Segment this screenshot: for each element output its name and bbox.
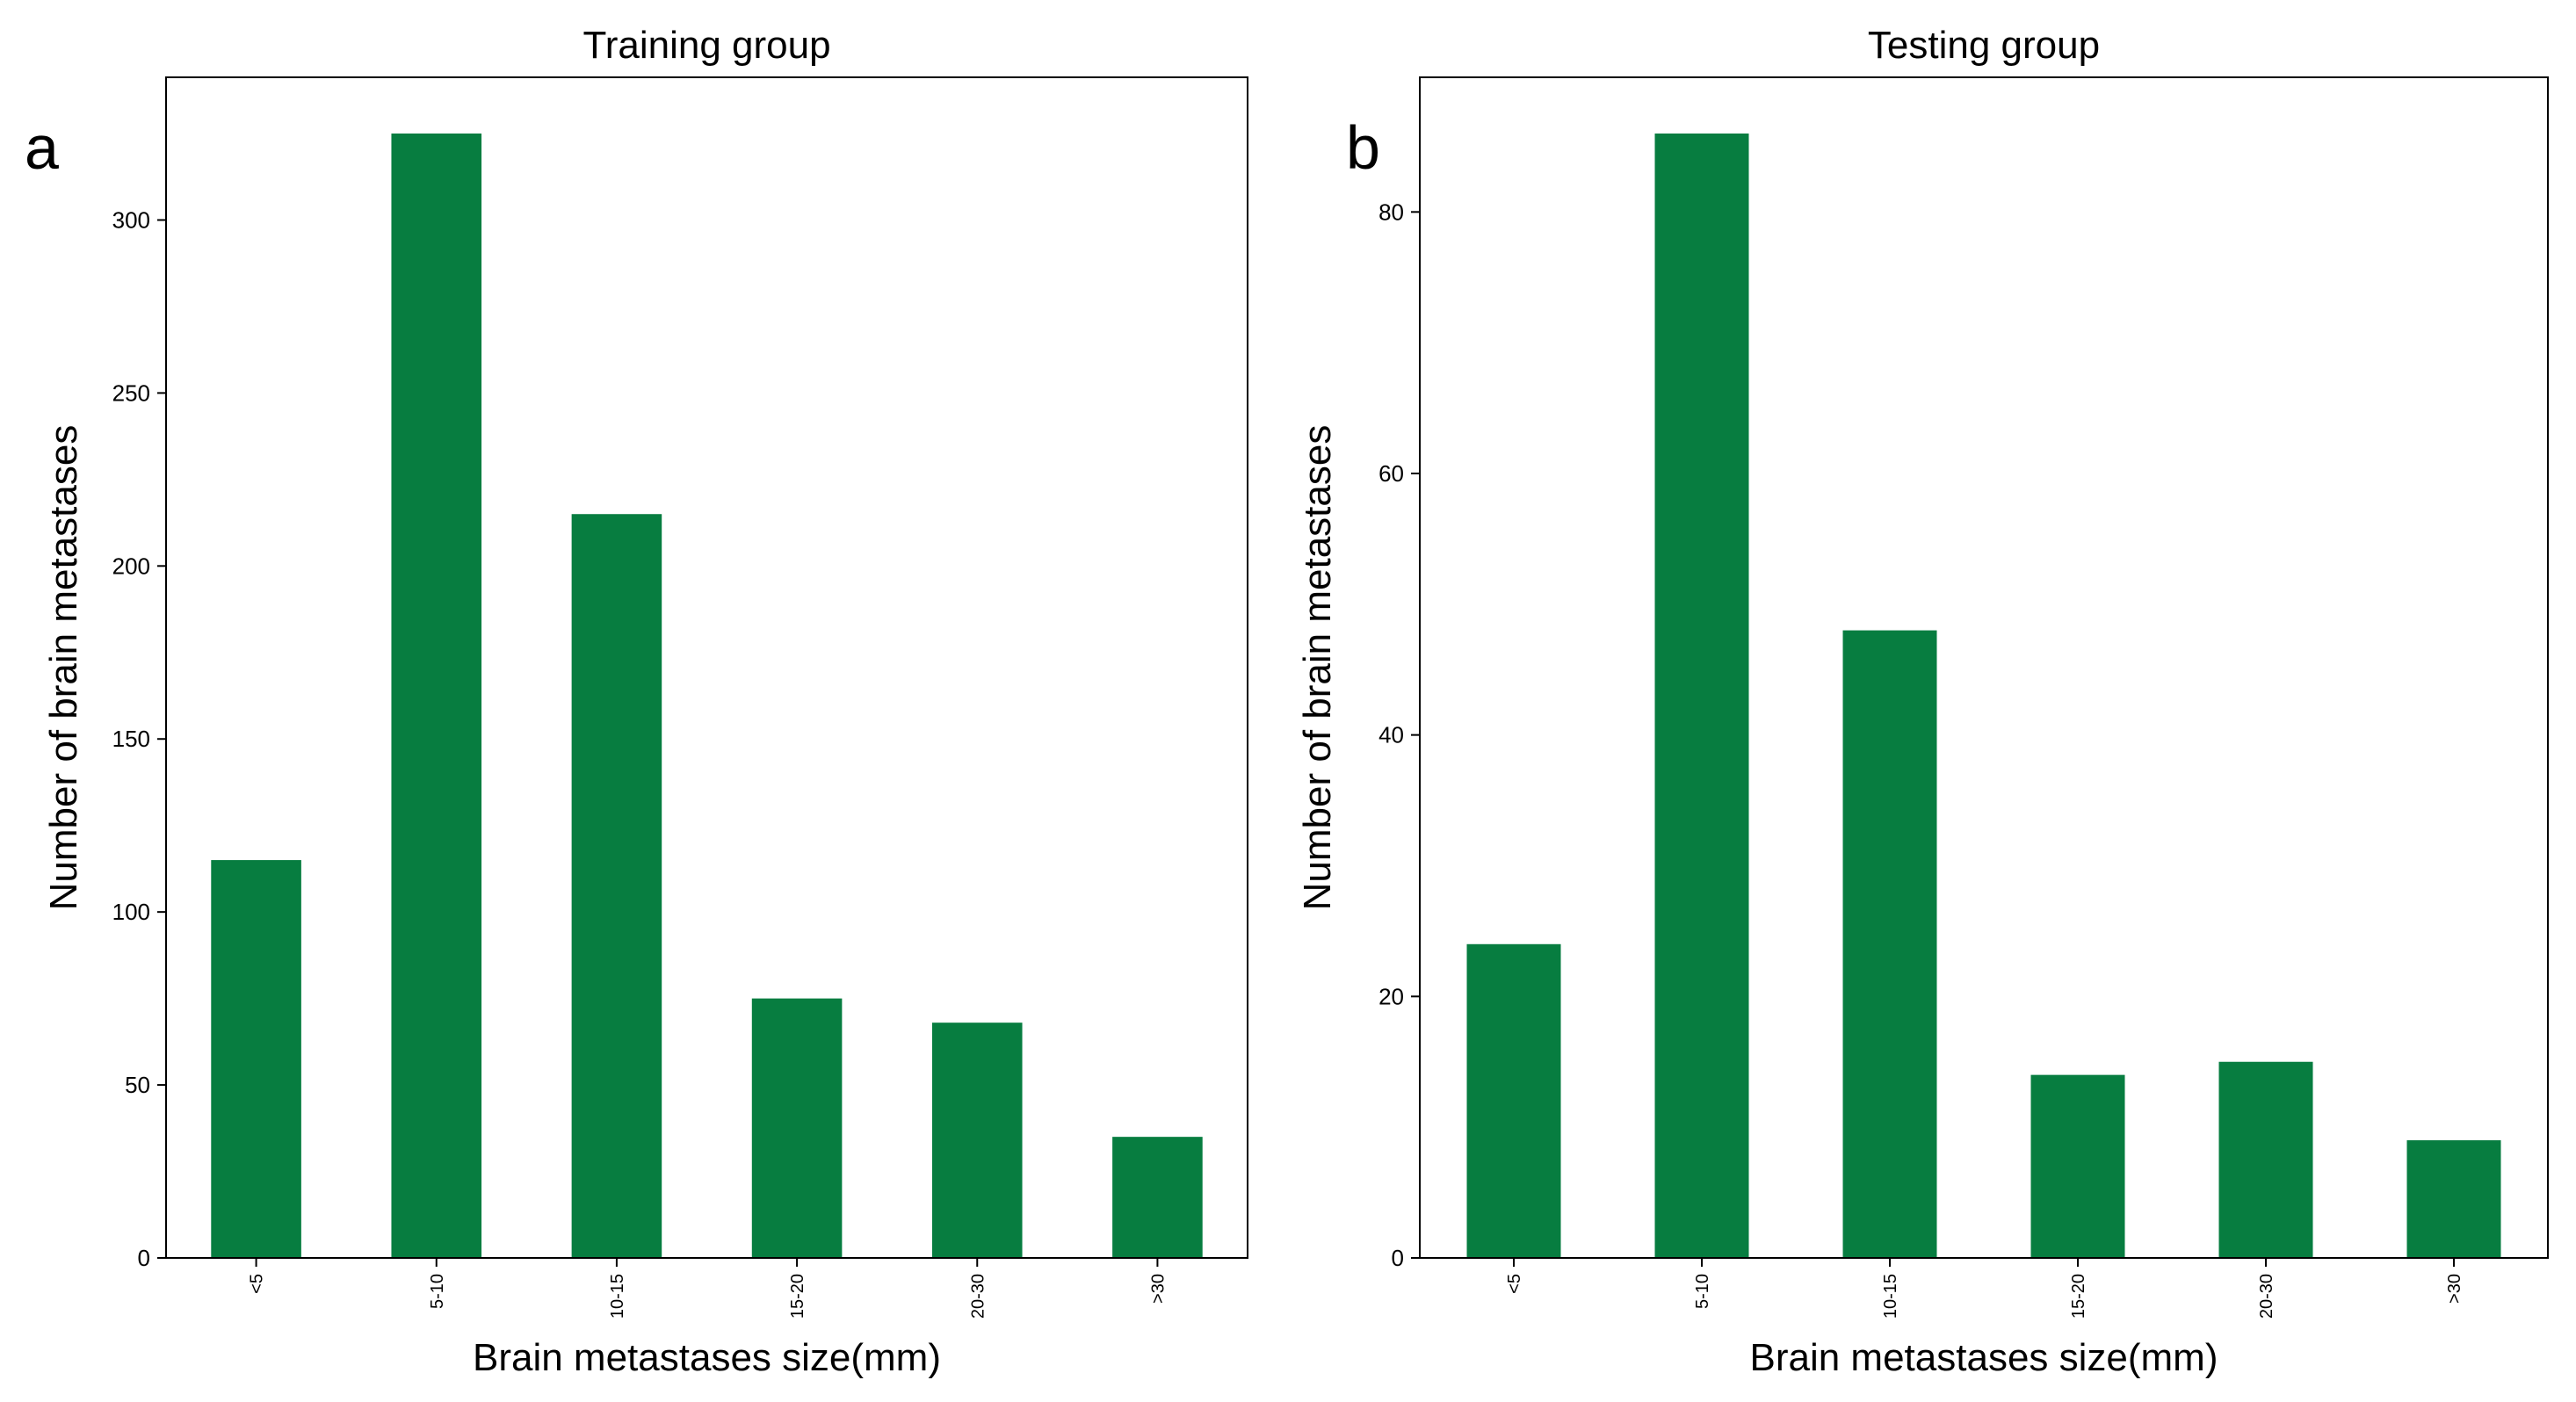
- xtick-label-15-20: 15-20: [2069, 1274, 2088, 1319]
- x-axis-label: Brain metastases size(mm): [473, 1336, 941, 1379]
- bar-20-30: [2218, 1061, 2313, 1258]
- bar-gt30: [1112, 1137, 1203, 1258]
- xtick-label-20-30: 20-30: [968, 1274, 988, 1319]
- chart-title: Testing group: [1868, 24, 2100, 67]
- panel-letter: b: [1346, 113, 1380, 182]
- panel-a-training: 0 50 100 150 200 250 300 <5 5-10 10-15 15-20 20-30 >…: [25, 24, 1248, 1379]
- ytick-label-0: 0: [138, 1245, 150, 1271]
- bar-lt5: [1466, 943, 1561, 1258]
- bar-5-10: [391, 134, 482, 1258]
- ytick-label-0: 0: [1392, 1245, 1404, 1271]
- bar-15-20: [751, 998, 843, 1258]
- ytick-label-50: 50: [125, 1072, 150, 1098]
- bar-20-30: [931, 1023, 1023, 1258]
- bar-15-20: [2030, 1074, 2125, 1258]
- chart-title: Training group: [582, 24, 830, 67]
- xtick-label-lt5: <5: [1505, 1274, 1524, 1294]
- ytick-label-300: 300: [112, 206, 150, 233]
- ytick-label-20: 20: [1378, 983, 1404, 1009]
- bar-gt30: [2406, 1140, 2501, 1258]
- y-axis-label: Number of brain metastases: [42, 425, 85, 911]
- bar-5-10: [1654, 134, 1749, 1258]
- axes-frame: [165, 76, 1248, 1259]
- xtick-label-15-20: 15-20: [788, 1274, 807, 1319]
- xtick-label-5-10: 5-10: [428, 1274, 447, 1309]
- ytick-label-250: 250: [112, 379, 150, 406]
- panel-b-testing: 0 20 40 60 80 <5 5-10 10-15 15-20 20-30 >30 Testing…: [1296, 24, 2549, 1379]
- ytick-label-150: 150: [112, 726, 150, 752]
- ytick-label-60: 60: [1378, 460, 1404, 487]
- ytick-label-100: 100: [112, 899, 150, 925]
- xtick-label-gt30: >30: [1148, 1274, 1168, 1304]
- ytick-label-200: 200: [112, 553, 150, 579]
- bar-10-15: [571, 514, 662, 1258]
- ytick-label-80: 80: [1378, 199, 1404, 225]
- xtick-label-gt30: >30: [2445, 1274, 2464, 1304]
- xtick-label-5-10: 5-10: [1693, 1274, 1712, 1309]
- xtick-label-10-15: 10-15: [1881, 1274, 1900, 1319]
- xtick-label-lt5: <5: [248, 1274, 267, 1294]
- panel-letter: a: [25, 113, 59, 182]
- y-axis-label: Number of brain metastases: [1296, 425, 1339, 911]
- x-axis-label: Brain metastases size(mm): [1749, 1336, 2218, 1379]
- axes-frame: [1419, 76, 2549, 1259]
- bar-10-15: [1842, 630, 1937, 1258]
- xtick-label-10-15: 10-15: [608, 1274, 627, 1319]
- bar-lt5: [211, 860, 301, 1258]
- ytick-label-40: 40: [1378, 722, 1404, 748]
- xtick-label-20-30: 20-30: [2257, 1274, 2276, 1319]
